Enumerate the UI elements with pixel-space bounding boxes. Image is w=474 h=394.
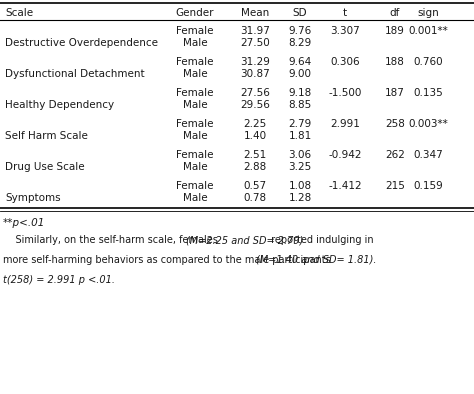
Text: Male: Male (182, 38, 207, 48)
Text: Female: Female (176, 150, 214, 160)
Text: Male: Male (182, 162, 207, 172)
Text: 2.88: 2.88 (243, 162, 266, 172)
Text: 0.57: 0.57 (244, 181, 266, 191)
Text: -1.412: -1.412 (328, 181, 362, 191)
Text: 0.760: 0.760 (413, 57, 443, 67)
Text: 31.29: 31.29 (240, 57, 270, 67)
Text: Female: Female (176, 119, 214, 129)
Text: 8.85: 8.85 (288, 100, 311, 110)
Text: -1.500: -1.500 (328, 88, 362, 98)
Text: 0.306: 0.306 (330, 57, 360, 67)
Text: 0.001**: 0.001** (408, 26, 448, 36)
Text: Female: Female (176, 57, 214, 67)
Text: Dysfunctional Detachment: Dysfunctional Detachment (5, 69, 145, 79)
Text: 2.991: 2.991 (330, 119, 360, 129)
Text: Healthy Dependency: Healthy Dependency (5, 100, 114, 110)
Text: Female: Female (176, 26, 214, 36)
Text: Male: Male (182, 131, 207, 141)
Text: 2.25: 2.25 (243, 119, 266, 129)
Text: Drug Use Scale: Drug Use Scale (5, 162, 85, 172)
Text: (M=1.40 and SD= 1.81).: (M=1.40 and SD= 1.81). (256, 255, 377, 265)
Text: 27.56: 27.56 (240, 88, 270, 98)
Text: 9.64: 9.64 (288, 57, 311, 67)
Text: t(258) = 2.991 p <.01.: t(258) = 2.991 p <.01. (3, 275, 115, 285)
Text: Similarly, on the self-harm scale, females: Similarly, on the self-harm scale, femal… (3, 235, 221, 245)
Text: 0.78: 0.78 (244, 193, 266, 203)
Text: Scale: Scale (5, 8, 33, 18)
Text: Mean: Mean (241, 8, 269, 18)
Text: df: df (390, 8, 400, 18)
Text: 2.79: 2.79 (288, 119, 311, 129)
Text: 258: 258 (385, 119, 405, 129)
Text: 0.135: 0.135 (413, 88, 443, 98)
Text: 2.51: 2.51 (243, 150, 266, 160)
Text: Gender: Gender (176, 8, 214, 18)
Text: 27.50: 27.50 (240, 38, 270, 48)
Text: Male: Male (182, 193, 207, 203)
Text: Female: Female (176, 88, 214, 98)
Text: 1.28: 1.28 (288, 193, 311, 203)
Text: Self Harm Scale: Self Harm Scale (5, 131, 88, 141)
Text: t: t (343, 8, 347, 18)
Text: 29.56: 29.56 (240, 100, 270, 110)
Text: Symptoms: Symptoms (5, 193, 61, 203)
Text: 187: 187 (385, 88, 405, 98)
Text: 9.00: 9.00 (289, 69, 311, 79)
Text: reported indulging in: reported indulging in (268, 235, 374, 245)
Text: 3.06: 3.06 (289, 150, 311, 160)
Text: 3.25: 3.25 (288, 162, 311, 172)
Text: Male: Male (182, 100, 207, 110)
Text: 1.08: 1.08 (289, 181, 311, 191)
Text: Destructive Overdependence: Destructive Overdependence (5, 38, 158, 48)
Text: 3.307: 3.307 (330, 26, 360, 36)
Text: Male: Male (182, 69, 207, 79)
Text: 9.76: 9.76 (288, 26, 311, 36)
Text: 9.18: 9.18 (288, 88, 311, 98)
Text: 189: 189 (385, 26, 405, 36)
Text: 8.29: 8.29 (288, 38, 311, 48)
Text: Female: Female (176, 181, 214, 191)
Text: 1.81: 1.81 (288, 131, 311, 141)
Text: 0.159: 0.159 (413, 181, 443, 191)
Text: 1.40: 1.40 (244, 131, 266, 141)
Text: **p<.01: **p<.01 (3, 218, 46, 228)
Text: 0.347: 0.347 (413, 150, 443, 160)
Text: 262: 262 (385, 150, 405, 160)
Text: 30.87: 30.87 (240, 69, 270, 79)
Text: -0.942: -0.942 (328, 150, 362, 160)
Text: 0.003**: 0.003** (408, 119, 448, 129)
Text: (M=2.25 and SD= 2.79): (M=2.25 and SD= 2.79) (186, 235, 304, 245)
Text: 188: 188 (385, 57, 405, 67)
Text: 215: 215 (385, 181, 405, 191)
Text: sign: sign (417, 8, 439, 18)
Text: 31.97: 31.97 (240, 26, 270, 36)
Text: more self-harming behaviors as compared to the male participants: more self-harming behaviors as compared … (3, 255, 334, 265)
Text: SD: SD (292, 8, 307, 18)
